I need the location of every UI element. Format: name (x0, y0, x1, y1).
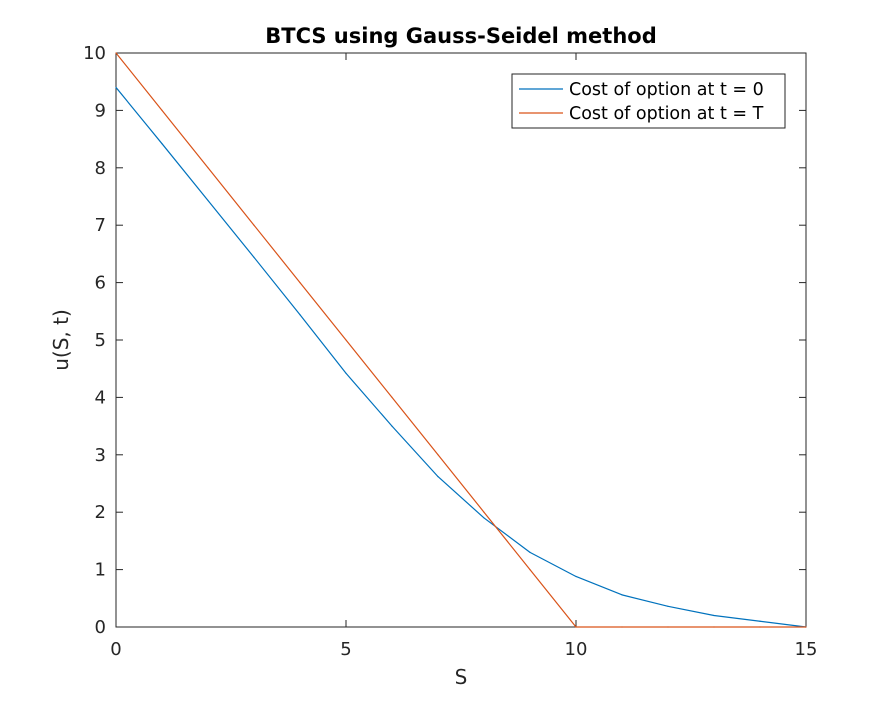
data-point (115, 52, 117, 54)
y-tick-label: 8 (95, 158, 106, 179)
data-point (667, 626, 669, 628)
y-tick-label: 5 (95, 330, 106, 351)
data-point (805, 626, 807, 628)
y-axis-label: u(S, t) (49, 309, 73, 371)
data-point (115, 86, 117, 89)
data-point (161, 109, 163, 111)
data-point (713, 626, 715, 628)
x-tick-label: 15 (795, 639, 818, 660)
y-tick-label: 10 (83, 43, 106, 64)
data-point (345, 339, 347, 341)
data-point (253, 224, 255, 226)
data-point (207, 199, 209, 202)
data-point (713, 614, 715, 617)
data-point (391, 425, 393, 427)
data-point (299, 314, 301, 316)
plot-area (115, 52, 807, 628)
series-line-0 (115, 87, 807, 628)
data-point (575, 626, 577, 628)
y-tick-label: 6 (95, 273, 106, 294)
data-point (345, 372, 347, 374)
data-point (437, 476, 439, 478)
legend-label-0: Cost of option at t = 0 (569, 80, 764, 100)
data-point (759, 620, 761, 622)
y-tick-label: 7 (95, 215, 106, 236)
data-point (161, 143, 163, 145)
legend-label-1: Cost of option at t = T (569, 104, 764, 124)
data-point (207, 167, 209, 169)
data-point (483, 511, 485, 513)
data-point (253, 256, 255, 258)
data-point (529, 569, 531, 571)
x-tick-label: 5 (340, 639, 351, 660)
y-tick-label: 9 (95, 100, 106, 121)
x-axis-label: S (455, 665, 468, 689)
data-point (667, 605, 669, 607)
data-point (437, 454, 439, 456)
y-tick-label: 0 (95, 617, 106, 638)
data-point (299, 282, 301, 284)
data-point (483, 517, 485, 519)
y-tick-label: 4 (95, 387, 106, 408)
data-point (621, 594, 623, 596)
y-tick-label: 2 (95, 502, 106, 523)
x-tick-label: 0 (110, 639, 121, 660)
y-tick-label: 3 (95, 445, 106, 466)
data-point (575, 575, 577, 578)
data-point (759, 626, 761, 628)
x-tick-label: 10 (565, 639, 588, 660)
legend: Cost of option at t = 0 Cost of option at… (511, 73, 786, 129)
data-point (391, 396, 393, 398)
chart-title: BTCS using Gauss-Seidel method (265, 24, 657, 48)
series-line-1 (115, 52, 806, 628)
legend-box (511, 73, 786, 129)
data-point (529, 551, 531, 553)
data-point (621, 626, 623, 628)
y-tick-label: 1 (95, 560, 106, 581)
